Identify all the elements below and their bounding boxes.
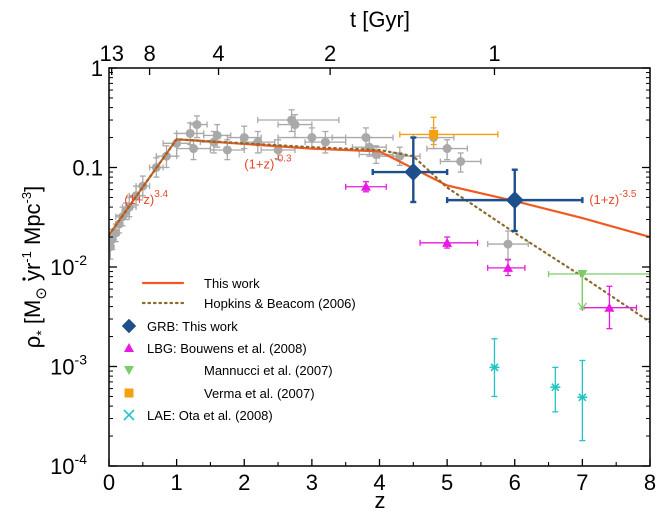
y-tick-label-0: 10-4 xyxy=(50,451,87,479)
series-3-point-0 xyxy=(360,181,371,191)
x-axis-label: z xyxy=(375,488,386,512)
y-label-mpc: Mpc xyxy=(20,203,45,251)
series-7-point-25 xyxy=(361,133,371,143)
series-4-point-0-limit-head xyxy=(577,302,587,310)
series-6-point-1-errorbars xyxy=(552,366,559,413)
y-label-sun: ⊙ xyxy=(33,287,50,300)
annotation-0: (1+z)3.4 xyxy=(124,189,168,207)
series-7-point-18 xyxy=(239,133,249,143)
x-tick-label-5: 5 xyxy=(441,470,453,495)
series-5-point-0 xyxy=(429,129,439,139)
y-tick-label-2: 10-2 xyxy=(50,252,87,280)
series-3-point-2 xyxy=(502,262,513,272)
series-2-point-1 xyxy=(505,191,524,210)
series-7-point-30 xyxy=(442,144,452,154)
y-label-yr: yr xyxy=(20,263,45,287)
y-axis-label: ρ* [M⊙ yr-1 Mpc-3] xyxy=(19,186,50,349)
series-7-point-31 xyxy=(456,156,466,166)
legend-swatch-5 xyxy=(124,388,134,398)
series-6-point-0 xyxy=(489,363,500,372)
y-label-rho: ρ xyxy=(20,336,45,349)
y-label-mpc-exp: -3 xyxy=(19,192,34,204)
series-7-point-17 xyxy=(222,145,232,155)
series-7-point-21-errorbars xyxy=(257,109,340,133)
legend: This work Hopkins & Beacom (2006) GRB: Thi… xyxy=(121,276,356,423)
x-tick-label-7: 7 xyxy=(576,470,588,495)
top-axis-label: t [Gyr] xyxy=(350,7,410,32)
series-7-point-20 xyxy=(273,145,283,155)
y-tick-label-3: 0.1 xyxy=(72,156,103,181)
legend-label-3: LBG: Bouwens et al. (2008) xyxy=(147,341,307,356)
legend-swatch-6 xyxy=(123,409,135,421)
series-7-point-13 xyxy=(192,120,202,130)
y-tick-label-4: 1 xyxy=(91,56,103,81)
data-points xyxy=(345,116,650,442)
series-6-point-2 xyxy=(577,393,588,402)
annotation-2: (1+z)-3.5 xyxy=(589,189,637,207)
legend-swatch-2 xyxy=(121,318,137,334)
series-4-point-0-limit-arrow xyxy=(577,274,587,310)
series-7-point-22 xyxy=(290,120,300,130)
x-tick-label-4: 4 xyxy=(373,470,385,495)
y-label-yr-exp: -1 xyxy=(19,251,34,263)
series-7-point-2 xyxy=(111,228,121,238)
top-tick-label-4: 1 xyxy=(488,41,500,66)
compilation-points xyxy=(109,109,529,260)
series-7-point-32 xyxy=(503,239,513,249)
legend-label-1: Hopkins & Beacom (2006) xyxy=(204,296,356,311)
svg-text:ρ* [M⊙ yr-1 Mpc-3]: ρ* [M⊙ yr-1 Mpc-3] xyxy=(19,186,50,349)
legend-label-2: GRB: This work xyxy=(147,319,238,334)
x-tick-label-2: 2 xyxy=(238,470,250,495)
y-tick-label-1: 10-3 xyxy=(50,352,87,380)
series-curve-1 xyxy=(109,138,650,324)
legend-swatch-3 xyxy=(124,343,134,352)
legend-label-0: This work xyxy=(204,276,260,291)
y-label-open: [M xyxy=(20,300,45,324)
series-3-point-3 xyxy=(604,302,615,312)
legend-swatch-6-b xyxy=(123,409,135,421)
x-tick-label-8: 8 xyxy=(644,470,656,495)
series-7-point-23 xyxy=(307,133,317,143)
series-4-point-0-errorbars xyxy=(547,271,650,310)
top-tick-label-3: 2 xyxy=(324,41,336,66)
legend-label-6: LAE: Ota et al. (2008) xyxy=(147,408,273,423)
legend-label-4: Mannucci et al. (2007) xyxy=(204,363,333,378)
series-3-point-1 xyxy=(442,237,453,247)
legend-swatch-4 xyxy=(124,366,134,375)
top-tick-label-2: 4 xyxy=(212,41,224,66)
y-label-sub: * xyxy=(33,330,49,336)
series-4-point-0 xyxy=(577,270,588,280)
x-tick-label-0: 0 xyxy=(103,470,115,495)
y-label-close: ] xyxy=(20,186,45,192)
series-7-point-12 xyxy=(185,128,195,138)
annotation-1: (1+z)-0.3 xyxy=(244,153,292,171)
series-2-point-0 xyxy=(404,163,423,182)
x-tick-label-1: 1 xyxy=(171,470,183,495)
series-6-point-1 xyxy=(550,383,561,392)
series-6-point-1-d2 xyxy=(551,383,560,392)
series-6-point-0-d2 xyxy=(490,363,499,372)
model-curves xyxy=(109,138,650,324)
top-tick-label-0: 13 xyxy=(99,41,123,66)
series-7-point-14 xyxy=(189,144,199,154)
legend-label-5: Verma et al. (2007) xyxy=(204,386,315,401)
top-tick-label-1: 8 xyxy=(143,41,155,66)
series-6-point-2-d2 xyxy=(578,393,587,402)
x-tick-label-6: 6 xyxy=(509,470,521,495)
series-6-point-2-errorbars xyxy=(579,359,586,442)
series-7-point-24 xyxy=(320,137,330,147)
curve-annotations: (1+z)3.4 (1+z)-0.3 (1+z)-3.5 xyxy=(124,153,637,207)
series-7-point-16 xyxy=(212,130,222,140)
y-label-dot xyxy=(22,277,26,281)
x-tick-label-3: 3 xyxy=(306,470,318,495)
